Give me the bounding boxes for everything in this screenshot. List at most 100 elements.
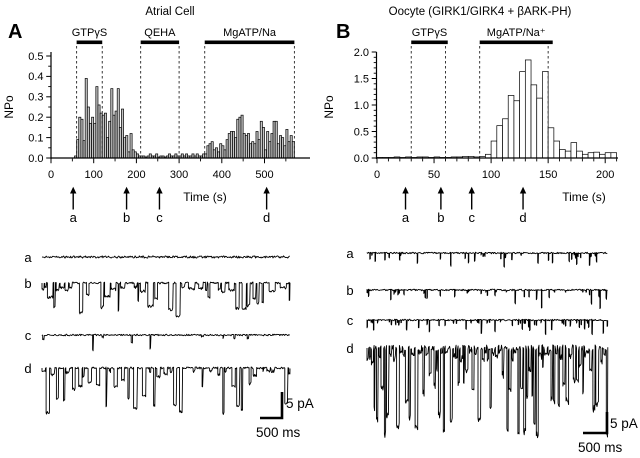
npo-bar bbox=[507, 95, 515, 159]
y-tick-label: 1.0 bbox=[354, 100, 369, 112]
y-tick-label: 0.4 bbox=[28, 71, 43, 83]
trace-label-a: a bbox=[24, 250, 32, 265]
trace-marker-letter: c bbox=[156, 210, 163, 225]
current-trace-a bbox=[366, 251, 608, 268]
npo-bar bbox=[490, 140, 498, 159]
npo-bar bbox=[570, 142, 578, 159]
trace-marker-arrowhead bbox=[156, 186, 163, 194]
trace-marker-letter: a bbox=[70, 210, 78, 225]
panel-a-chart: A Atrial Cell NPo Time (s) GTPγS QEHA MgAT… bbox=[2, 6, 310, 225]
panel-a-xlabel: Time (s) bbox=[183, 190, 227, 204]
x-tick-label: 200 bbox=[596, 169, 614, 181]
npo-bar bbox=[604, 152, 612, 159]
x-tick-label: 0 bbox=[48, 169, 54, 181]
trace-marker-letter: b bbox=[437, 210, 444, 225]
panel-a-plot: GTPγS QEHA MgATP/Na 0 100 200 300 400 500 0.0 0.1 0… bbox=[28, 27, 310, 225]
traces-right: a bcd bbox=[346, 246, 609, 439]
current-trace-b bbox=[366, 288, 608, 310]
current-trace-d bbox=[366, 344, 609, 439]
scale-current-label-left: 5 pA bbox=[286, 396, 314, 411]
trace-label-c: c bbox=[25, 328, 32, 343]
trace-marker-letter: d bbox=[263, 210, 270, 225]
current-trace-c bbox=[366, 318, 609, 336]
x-tick-label: 100 bbox=[482, 169, 500, 181]
npo-bar bbox=[542, 71, 549, 159]
treatment-label: QEHA bbox=[144, 27, 176, 39]
npo-bar bbox=[496, 125, 503, 159]
x-tick-label: 400 bbox=[213, 169, 231, 181]
panel-b-chart: B Oocyte (GIRK1/GIRK4 + βARK-PH) NPo Tim… bbox=[322, 6, 618, 225]
x-tick-label: 100 bbox=[85, 169, 103, 181]
trace-marker-letter: b bbox=[123, 210, 130, 225]
npo-bar bbox=[502, 118, 509, 159]
trace-marker-letter: c bbox=[468, 210, 475, 225]
y-tick-label: 2.0 bbox=[354, 47, 369, 59]
trace-label-a: a bbox=[346, 246, 354, 261]
y-tick-label: 0.0 bbox=[28, 153, 43, 165]
current-trace-d bbox=[41, 366, 291, 415]
trace-marker-arrowhead bbox=[468, 186, 475, 194]
y-tick-label: 0.5 bbox=[354, 126, 369, 138]
y-tick-label: 1.5 bbox=[354, 73, 369, 85]
current-trace-a bbox=[41, 255, 290, 259]
trace-label-b: b bbox=[346, 283, 353, 298]
trace-label-b: b bbox=[24, 276, 31, 291]
x-tick-label: 200 bbox=[127, 169, 145, 181]
treatment-label: GTPγS bbox=[412, 27, 447, 39]
treatment-bar bbox=[479, 40, 553, 45]
panel-a-letter: A bbox=[8, 21, 22, 43]
treatment-label: MgATP/Na⁺ bbox=[487, 27, 546, 39]
treatment-bar bbox=[76, 40, 103, 45]
trace-marker-arrowhead bbox=[123, 186, 130, 194]
npo-bar bbox=[610, 152, 617, 159]
npo-bar bbox=[593, 151, 600, 159]
npo-bar bbox=[519, 71, 526, 159]
panel-b-letter: B bbox=[336, 21, 350, 43]
trace-label-c: c bbox=[347, 313, 354, 328]
traces-left: ab c d bbox=[24, 250, 291, 415]
treatment-bar bbox=[140, 40, 180, 45]
y-tick-label: 0.0 bbox=[354, 153, 369, 165]
panel-b-title: Oocyte (GIRK1/GIRK4 + βARK-PH) bbox=[389, 6, 572, 18]
npo-bar bbox=[536, 97, 543, 159]
npo-bar bbox=[547, 127, 555, 159]
current-trace-c bbox=[41, 333, 290, 352]
npo-bar bbox=[513, 100, 520, 159]
panel-a-traces: ab c d 5 pA 500 ms bbox=[24, 250, 314, 440]
npo-bar bbox=[559, 149, 566, 159]
x-tick-label: 0 bbox=[374, 169, 380, 181]
treatment-bar bbox=[204, 40, 295, 45]
panel-b-xlabel: Time (s) bbox=[562, 190, 606, 204]
scale-bar-right bbox=[583, 412, 609, 435]
treatment-label: MgATP/Na bbox=[223, 27, 277, 39]
scale-time-label-left: 500 ms bbox=[256, 425, 301, 440]
x-tick-label: 50 bbox=[428, 169, 440, 181]
trace-marker-arrowhead bbox=[402, 186, 409, 194]
panel-b-ylabel: NPo bbox=[322, 95, 336, 119]
x-tick-label: 500 bbox=[255, 169, 273, 181]
npo-bar bbox=[553, 140, 560, 159]
y-tick-label: 0.2 bbox=[28, 112, 43, 124]
panel-a-title: Atrial Cell bbox=[145, 6, 194, 18]
trace-marker-arrowhead bbox=[519, 186, 527, 194]
panel-b-plot: GTPγS MgATP/Na⁺ 0 50 100 150 200 0.0 0.5 1.0 1.5 2.… bbox=[354, 27, 618, 225]
y-tick-label: 0.5 bbox=[28, 51, 43, 63]
trace-marker-letter: d bbox=[519, 210, 526, 225]
x-tick-label: 150 bbox=[539, 169, 557, 181]
trace-marker-letter: a bbox=[402, 210, 410, 225]
npo-bar bbox=[524, 59, 532, 159]
npo-bar bbox=[576, 150, 583, 159]
current-trace-b bbox=[41, 281, 291, 318]
treatment-label: GTPγS bbox=[72, 27, 107, 39]
trace-label-d: d bbox=[24, 361, 31, 376]
trace-marker-arrowhead bbox=[70, 186, 77, 194]
panel-b-traces: a bcd 5 pA 500 ms bbox=[346, 246, 638, 455]
trace-marker-arrowhead bbox=[263, 186, 270, 194]
trace-marker-arrowhead bbox=[437, 186, 445, 194]
y-tick-label: 0.1 bbox=[28, 132, 43, 144]
treatment-bar bbox=[411, 40, 448, 45]
npo-bar bbox=[291, 141, 295, 159]
scale-current-label-right: 5 pA bbox=[610, 416, 638, 431]
npo-bar bbox=[530, 84, 538, 159]
